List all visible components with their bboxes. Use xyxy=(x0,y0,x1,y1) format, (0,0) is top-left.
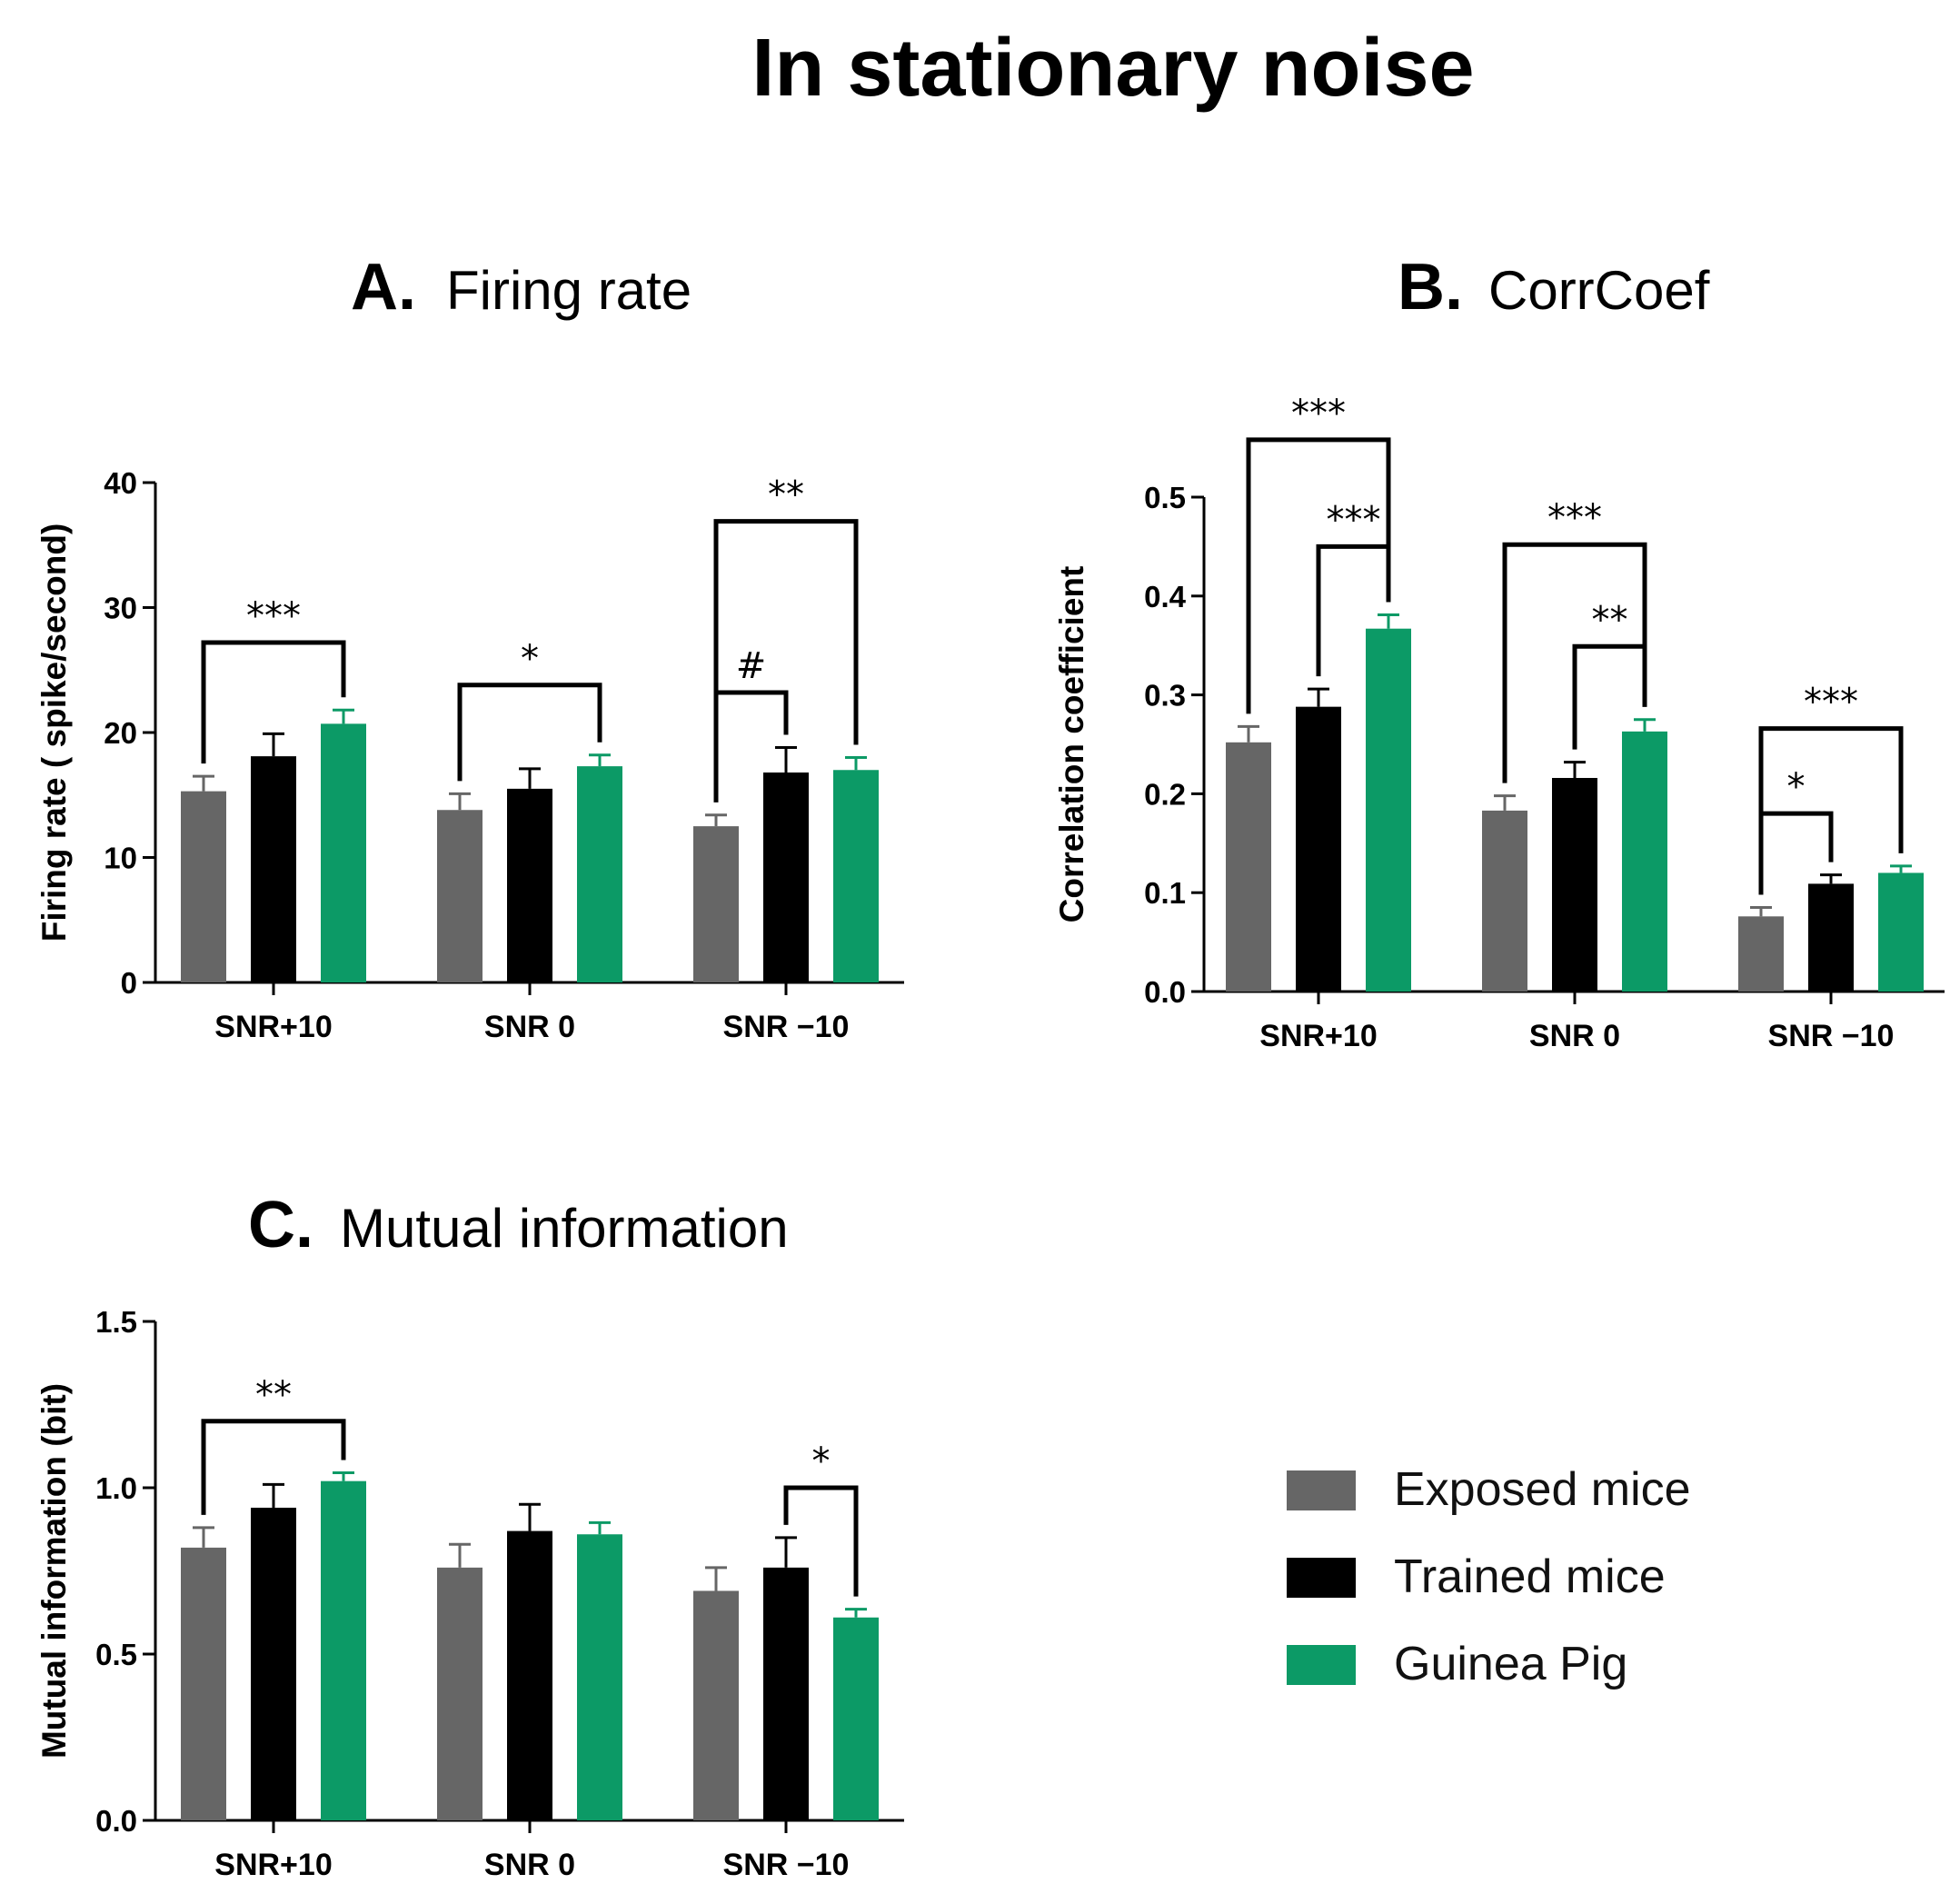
significance-label: ** xyxy=(768,474,804,516)
y-tick-label: 0.3 xyxy=(1144,679,1186,713)
panel-title: Firing rate xyxy=(446,260,691,321)
bar xyxy=(577,1534,622,1820)
y-axis-title: Mutual information (bit) xyxy=(35,1383,73,1759)
bar xyxy=(763,773,809,982)
legend-swatch xyxy=(1287,1558,1356,1598)
y-tick-label: 0 xyxy=(121,966,137,1000)
y-tick-label: 40 xyxy=(104,466,137,500)
y-axis-title: Firing rate ( spike/second) xyxy=(35,523,73,942)
panel-b-corrcoef: B. CorrCoef 0.0 0.1 0.2 0.3 0.4 0.5 Correlation … xyxy=(1053,251,1945,1053)
significance-bracket xyxy=(1246,437,1391,714)
x-category-label: SNR −10 xyxy=(1768,1019,1895,1053)
significance-bracket xyxy=(457,683,602,782)
significance-label: * xyxy=(812,1440,831,1482)
y-tick-label: 30 xyxy=(104,592,137,625)
y-tick-label: 0.5 xyxy=(95,1638,137,1671)
y-tick-label: 1.5 xyxy=(95,1305,137,1339)
x-category-label: SNR −10 xyxy=(723,1848,850,1882)
significance-bracket xyxy=(1758,726,1904,895)
x-category-label: SNR+10 xyxy=(214,1848,332,1882)
significance-bracket xyxy=(201,1419,346,1515)
legend-swatch xyxy=(1287,1645,1356,1685)
figure-title: In stationary noise xyxy=(751,23,1474,114)
y-tick-label: 0.0 xyxy=(95,1804,137,1838)
significance-bracket xyxy=(1758,811,1834,895)
y-tick-label: 0.1 xyxy=(1144,876,1186,910)
bar xyxy=(833,770,879,982)
bar xyxy=(1366,628,1411,992)
panel-letter: A. xyxy=(351,251,416,324)
bar xyxy=(251,756,296,982)
bar xyxy=(577,766,622,982)
legend-label: Trained mice xyxy=(1394,1550,1666,1603)
legend: Exposed mice Trained mice Guinea Pig xyxy=(1287,1463,1691,1690)
panel-title: CorrCoef xyxy=(1488,260,1710,321)
bar xyxy=(833,1617,879,1820)
bar xyxy=(1552,777,1597,992)
bar xyxy=(181,791,226,982)
y-tick-label: 20 xyxy=(104,716,137,750)
legend-label: Guinea Pig xyxy=(1394,1638,1627,1690)
significance-bracket xyxy=(713,519,859,802)
significance-bracket xyxy=(201,640,346,764)
bar xyxy=(1482,810,1527,992)
bar xyxy=(693,1590,739,1820)
significance-bracket xyxy=(1572,643,1647,750)
x-category-label: SNR 0 xyxy=(484,1010,575,1044)
y-tick-label: 1.0 xyxy=(95,1471,137,1505)
bar xyxy=(181,1547,226,1820)
legend-label: Exposed mice xyxy=(1394,1463,1691,1516)
x-category-label: SNR+10 xyxy=(1259,1019,1377,1053)
significance-label: ** xyxy=(1592,599,1628,641)
significance-label: *** xyxy=(1291,393,1346,434)
legend-swatch xyxy=(1287,1470,1356,1510)
significance-label: *** xyxy=(1327,499,1381,541)
y-tick-label: 10 xyxy=(104,842,137,875)
y-axis-title: Correlation coefficient xyxy=(1053,566,1090,923)
y-tick-label: 0.0 xyxy=(1144,975,1186,1009)
bar xyxy=(507,788,552,982)
panel-letter: B. xyxy=(1398,251,1463,324)
bar xyxy=(1226,742,1271,992)
significance-bracket xyxy=(1316,543,1391,677)
bar xyxy=(321,1480,366,1820)
bar xyxy=(1622,731,1667,992)
y-tick-label: 0.5 xyxy=(1144,481,1186,514)
bar xyxy=(763,1567,809,1820)
panel-letter: C. xyxy=(248,1189,313,1261)
x-category-label: SNR+10 xyxy=(214,1010,332,1044)
bar xyxy=(1878,872,1924,992)
significance-label: *** xyxy=(1804,682,1858,723)
significance-bracket xyxy=(783,1485,859,1597)
bar xyxy=(507,1530,552,1820)
significance-label: *** xyxy=(246,595,301,637)
panel-title: Mutual information xyxy=(340,1198,789,1259)
x-category-label: SNR 0 xyxy=(484,1848,575,1882)
significance-label: # xyxy=(736,645,767,687)
panel-c-mutual-information: C. Mutual information 0.0 0.5 1.0 1.5 Mutual i… xyxy=(35,1189,904,1882)
significance-label: *** xyxy=(1547,497,1602,539)
bar xyxy=(321,723,366,982)
bar xyxy=(1808,883,1854,992)
significance-bracket xyxy=(1502,542,1647,783)
significance-label: ** xyxy=(255,1374,292,1416)
bar xyxy=(693,826,739,982)
y-tick-label: 0.4 xyxy=(1144,580,1187,613)
bar xyxy=(1738,916,1784,992)
x-category-label: SNR 0 xyxy=(1529,1019,1620,1053)
bar xyxy=(1296,706,1341,992)
x-category-label: SNR −10 xyxy=(723,1010,850,1044)
bar xyxy=(437,810,483,982)
bar xyxy=(251,1507,296,1820)
bar xyxy=(437,1567,483,1820)
significance-label: * xyxy=(1787,766,1806,808)
panel-a-firing-rate: A. Firing rate 0 10 20 30 40 Firing rate ( spik… xyxy=(35,251,904,1044)
y-tick-label: 0.2 xyxy=(1144,777,1186,811)
significance-label: * xyxy=(521,638,539,680)
